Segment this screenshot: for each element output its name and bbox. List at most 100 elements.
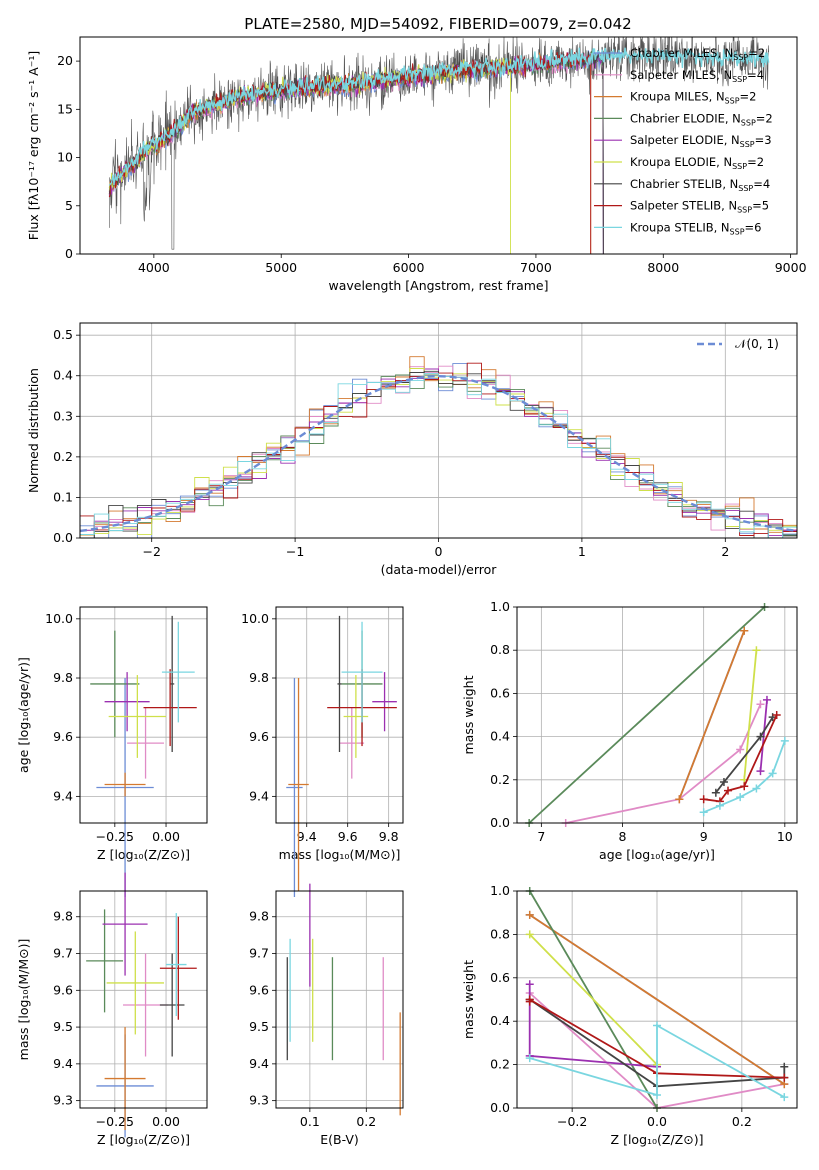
residual-histogram (80, 373, 797, 538)
plus-marker (736, 745, 745, 754)
plus-marker (756, 767, 765, 776)
plus-marker (756, 700, 765, 709)
mass-weight-line (529, 914, 785, 1085)
mass-weight-vs-age-panel: 7 8 9 10 0.0 0.2 0.4 0.6 0.8 1.0 age [log₁₀(age/yr… (461, 599, 798, 862)
y-tick-label: 0.5 (53, 327, 73, 342)
x-tick-label: 1 (578, 544, 586, 559)
plus-marker (699, 808, 708, 817)
plus-marker (756, 732, 765, 741)
mass-weight-line (759, 699, 768, 772)
y-tick-label: 1.0 (490, 883, 510, 898)
plus-marker (699, 795, 708, 804)
x-tick-label: 8 (619, 829, 627, 844)
y-tick-label: 9.7 (53, 946, 73, 961)
x-tick-label: 0.1 (300, 1114, 320, 1129)
x-tick-label: 4000 (138, 260, 170, 275)
mass-weight-line (529, 933, 658, 1066)
y-tick-label: 0.2 (490, 1057, 510, 1072)
mass-weight-line (703, 740, 786, 814)
y-tick-label: 0.4 (490, 729, 510, 744)
x-tick-label: −0.2 (557, 1114, 587, 1129)
mass-weight-vs-Z-panel: −0.2 0.0 0.2 0.0 0.2 0.4 0.6 0.8 1.0 Z [log₁₀(Z/Z… (461, 883, 798, 1147)
legend-label: Kroupa STELIB, NSSP=6 (630, 220, 761, 236)
x-tick-label: 5000 (265, 260, 297, 275)
y-tick-label: 0.1 (53, 489, 73, 504)
legend-label: Chabrier STELIB, NSSP=4 (630, 177, 770, 193)
x-tick-label: 9 (700, 829, 708, 844)
y-tick-label: 0.6 (490, 685, 510, 700)
x-axis-label: mass [log₁₀(M/M⊙)] (279, 847, 401, 862)
x-tick-label: 8000 (647, 260, 679, 275)
y-tick-label: 5 (65, 198, 73, 213)
y-tick-label: 10.0 (45, 611, 73, 626)
y-tick-label: 0.4 (53, 368, 73, 383)
y-tick-label: 9.5 (53, 1019, 73, 1034)
y-tick-label: 9.6 (53, 729, 73, 744)
mass-weight-line (529, 998, 786, 1088)
mass-weight-line (528, 606, 766, 824)
plus-marker (711, 788, 720, 797)
y-tick-label: 9.6 (249, 729, 269, 744)
x-tick-label: −2 (142, 544, 160, 559)
x-axis-label: age [log₁₀(age/yr)] (599, 847, 715, 862)
legend-label: Salpeter STELIB, NSSP=5 (630, 199, 769, 215)
x-axis-label: (data-model)/error (381, 562, 498, 577)
residuals-panel: −2 −1 0 1 2 0.0 0.1 0.2 0.3 0.4 0.5 (data-model)/er… (26, 322, 798, 577)
x-tick-label: 0.0 (647, 1114, 667, 1129)
plus-marker (780, 1093, 789, 1102)
plus-marker (736, 793, 745, 802)
y-tick-label: 9.5 (249, 1019, 269, 1034)
y-tick-label: 9.8 (53, 670, 73, 685)
x-tick-label: 9.6 (338, 829, 358, 844)
x-tick-label: 9.4 (297, 829, 317, 844)
x-tick-label: 0.2 (732, 1114, 752, 1129)
plus-marker (780, 736, 789, 745)
y-tick-label: 9.4 (249, 1056, 269, 1071)
mass-vs-EBV-panel: 0.1 0.2 9.3 9.4 9.5 9.6 9.7 9.8 E(B-V) (249, 883, 404, 1147)
plus-marker (715, 801, 724, 810)
axes-frame (79, 36, 798, 255)
plus-marker (762, 695, 771, 704)
y-tick-label: 9.3 (53, 1093, 73, 1108)
model-fit-line (108, 50, 604, 254)
plus-marker (719, 777, 728, 786)
y-tick-label: 9.4 (53, 788, 73, 803)
figure-title: PLATE=2580, MJD=54092, FIBERID=0079, z=0… (244, 15, 631, 33)
x-tick-label: 9000 (775, 260, 807, 275)
axes-frame (275, 606, 404, 824)
mass-weight-line (565, 703, 762, 824)
x-axis-label: E(B-V) (320, 1132, 359, 1147)
x-tick-label: 9.8 (379, 829, 399, 844)
y-tick-label: 10 (57, 150, 73, 165)
age-vs-Z-panel: −0.25 0.00 9.4 9.6 9.8 10.0 Z [log₁₀(Z/Z⊙)] age… (16, 606, 208, 897)
plus-marker (740, 782, 749, 791)
y-tick-label: 9.8 (249, 670, 269, 685)
spectrum-panel: 4000 5000 6000 7000 8000 9000 0 5 10 15 20 waveleng… (26, 36, 807, 293)
mass-weight-line (743, 650, 758, 780)
y-tick-label: 9.6 (53, 982, 73, 997)
axes-frame (516, 890, 798, 1109)
plus-marker (525, 910, 534, 919)
x-tick-label: 10 (777, 829, 793, 844)
y-tick-label: 0.0 (490, 1100, 510, 1115)
x-tick-label: 0.2 (356, 1114, 376, 1129)
mass-weight-line (678, 630, 746, 800)
plus-marker (675, 795, 684, 804)
plus-marker (768, 769, 777, 778)
y-tick-label: 9.7 (249, 946, 269, 961)
y-tick-label: 0.2 (490, 772, 510, 787)
y-tick-label: 0.2 (53, 449, 73, 464)
plus-marker (525, 1054, 534, 1063)
normal-curve (79, 374, 798, 533)
mass-weight-line (529, 1023, 785, 1098)
y-tick-label: 9.8 (249, 909, 269, 924)
y-tick-label: 9.4 (249, 788, 269, 803)
y-tick-label: 0.3 (53, 408, 73, 423)
legend-label: 𝒩(0, 1) (735, 337, 779, 351)
axes-frame (275, 890, 404, 1109)
x-tick-label: 7 (537, 829, 545, 844)
y-axis-label: mass [log₁₀(M/M⊙)] (16, 939, 31, 1061)
mass-vs-Z-panel: −0.25 0.00 9.3 9.4 9.5 9.6 9.7 9.8 Z [log₁₀(Z/Z⊙… (16, 872, 208, 1147)
y-axis-label: Flux [fλ10⁻¹⁷ erg cm⁻² s⁻¹ A⁻¹] (26, 51, 41, 240)
